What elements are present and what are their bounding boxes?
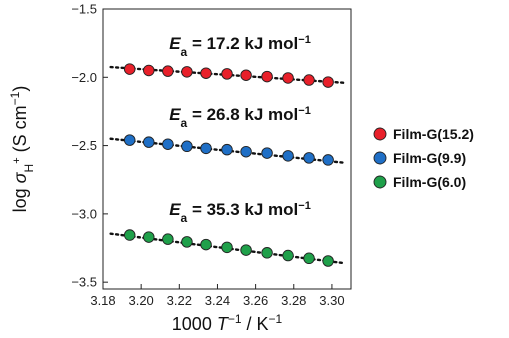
x-tick-label: 3.24	[205, 293, 230, 308]
data-point	[143, 231, 155, 243]
activation-energy-label: Ea = 17.2 kJ mol−1	[169, 34, 311, 59]
legend-label: Film-G(6.0)	[393, 174, 466, 190]
data-point	[143, 136, 155, 148]
data-point	[221, 241, 233, 254]
data-point	[240, 244, 252, 256]
x-tick-label: 3.26	[243, 293, 268, 308]
y-tick-label: −2.0	[71, 70, 97, 85]
data-point	[162, 138, 174, 150]
data-point	[322, 154, 334, 166]
data-point	[221, 68, 233, 80]
data-point	[303, 252, 315, 265]
data-point	[221, 143, 233, 156]
legend-label: Film-G(15.2)	[393, 126, 474, 142]
data-points	[123, 63, 334, 267]
data-point	[322, 255, 334, 267]
x-tick-label: 3.22	[167, 293, 192, 308]
data-point	[200, 67, 212, 79]
data-point	[123, 63, 136, 75]
data-point	[261, 147, 273, 159]
y-tick-label: −3.0	[71, 206, 97, 221]
data-point	[303, 74, 315, 86]
data-point	[181, 236, 193, 248]
data-point	[123, 134, 136, 146]
y-tick-label: −3.5	[71, 275, 97, 290]
annotations: Ea = 17.2 kJ mol−1 Ea = 26.8 kJ mol−1 Ea =…	[169, 34, 311, 225]
data-point	[162, 65, 174, 77]
data-point	[303, 152, 315, 164]
data-point	[123, 229, 136, 241]
x-tick-label: 3.20	[128, 293, 153, 308]
data-point	[200, 238, 212, 251]
y-tick-label: −2.5	[71, 138, 97, 153]
data-point	[261, 247, 273, 259]
data-point	[200, 142, 212, 155]
x-tick-label: 3.18	[90, 293, 115, 308]
x-axis-title: 1000 T−1 / K−1	[172, 312, 283, 334]
y-axis: −1.5 −2.0 −2.5 −3.0 −3.5	[71, 2, 108, 290]
data-point	[282, 150, 294, 162]
data-point	[143, 64, 155, 77]
data-point	[282, 72, 294, 84]
data-point	[181, 140, 193, 153]
data-point	[282, 249, 294, 262]
legend-marker	[373, 175, 387, 189]
legend-marker	[373, 127, 387, 141]
legend-label: Film-G(9.9)	[393, 150, 466, 166]
data-point	[261, 70, 273, 83]
data-point	[162, 233, 174, 245]
legend-marker	[373, 151, 387, 165]
x-tick-label: 3.30	[319, 293, 344, 308]
y-tick-label: −1.5	[71, 2, 97, 17]
legend: Film-G(15.2) Film-G(9.9) Film-G(6.0)	[373, 126, 474, 190]
data-point	[240, 69, 252, 81]
data-point	[322, 76, 334, 88]
y-axis-title: log σH+ (S cm−1)	[8, 86, 36, 213]
x-tick-label: 3.28	[281, 293, 306, 308]
plot-frame	[102, 8, 352, 290]
data-point	[181, 66, 193, 78]
data-point	[240, 145, 252, 158]
activation-energy-label: Ea = 35.3 kJ mol−1	[169, 200, 311, 225]
activation-energy-label: Ea = 26.8 kJ mol−1	[169, 105, 311, 130]
x-axis: 3.18 3.20 3.22 3.24 3.26 3.28 3.30	[90, 284, 345, 308]
